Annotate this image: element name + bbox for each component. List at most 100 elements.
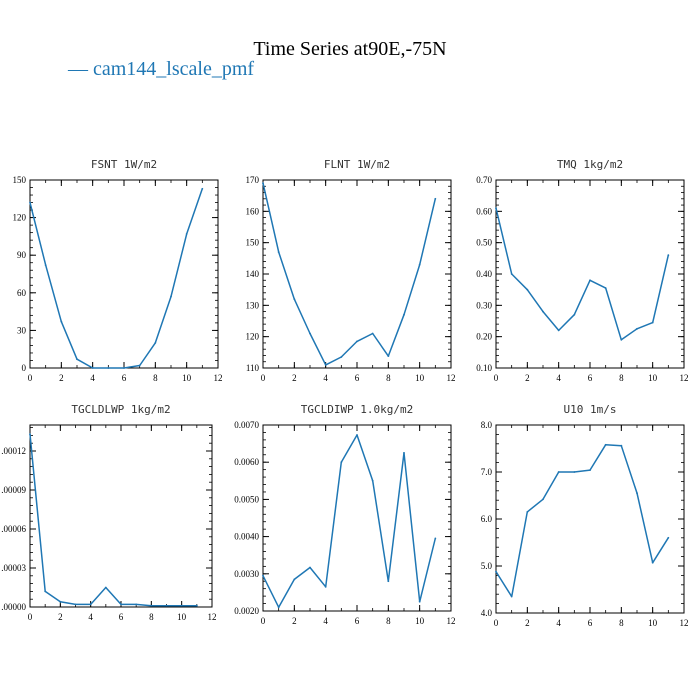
- data-point: [74, 603, 77, 606]
- data-point: [293, 578, 296, 581]
- y-tick-label: 7.0: [481, 467, 493, 477]
- x-tick-label: 2: [58, 612, 63, 622]
- x-tick-label: 2: [59, 373, 64, 383]
- data-point: [667, 254, 670, 257]
- data-point: [557, 471, 560, 473]
- chart-panel: TGCLDIWP 1.0kg/m2 0 2 4 6 8 10 12 0.0020 0.0030 0.…: [234, 403, 455, 626]
- x-tick-label: 4: [323, 616, 328, 626]
- data-point: [201, 187, 204, 190]
- y-tick-label: 0.0020: [234, 606, 259, 616]
- chart-panel: TMQ 1kg/m2 0 2 4 6 8 10 12 0.10 0.20 0.30 0.40 0.50 0…: [476, 158, 688, 383]
- x-tick-label: 6: [122, 373, 127, 383]
- x-tick-label: 4: [556, 373, 561, 383]
- y-tick-label: 0.60: [476, 206, 492, 216]
- data-point: [434, 537, 437, 540]
- y-tick-label: 170: [246, 175, 260, 185]
- y-tick-label: 130: [246, 300, 260, 310]
- y-tick-label: 140: [246, 269, 260, 279]
- chart-panel: FLNT 1W/m2 0 2 4 6 8 10 12 110 120 130 140 150 160 170: [246, 158, 456, 383]
- y-tick-label: 0.20: [476, 332, 492, 342]
- x-tick-label: 4: [88, 612, 93, 622]
- x-tick-label: 6: [355, 616, 360, 626]
- data-point: [495, 207, 497, 210]
- data-point: [667, 536, 670, 539]
- x-tick-label: 2: [292, 373, 297, 383]
- data-point: [277, 606, 280, 609]
- data-point: [636, 492, 638, 495]
- data-point: [573, 313, 576, 316]
- series-line: [495, 443, 669, 598]
- series-line: [29, 188, 204, 369]
- axes-frame: [29, 179, 219, 369]
- panel-title: TMQ 1kg/m2: [557, 158, 623, 171]
- data-point: [418, 263, 421, 266]
- x-tick-label: 0: [494, 618, 499, 628]
- y-tick-label: 160: [246, 206, 260, 216]
- data-point: [371, 479, 374, 482]
- series-line: [495, 208, 670, 341]
- x-tick-label: 4: [556, 618, 561, 628]
- x-tick-label: 4: [90, 373, 95, 383]
- x-tick-label: 4: [323, 373, 328, 383]
- data-point: [604, 443, 607, 446]
- data-point: [371, 332, 374, 335]
- data-point: [356, 434, 358, 436]
- y-tick-label: 0.30: [476, 300, 492, 310]
- data-point: [107, 367, 110, 369]
- data-point: [120, 603, 122, 606]
- data-point: [356, 340, 358, 343]
- data-point: [636, 327, 638, 330]
- data-point: [76, 358, 78, 361]
- data-point: [620, 444, 623, 447]
- y-tick-label: 60: [17, 288, 27, 298]
- data-point: [324, 585, 327, 588]
- y-tick-label: .00012: [1, 446, 26, 456]
- x-tick-label: 2: [292, 616, 297, 626]
- data-point: [651, 561, 654, 564]
- y-tick-label: 5.0: [481, 561, 493, 571]
- data-point: [651, 321, 654, 324]
- data-point: [59, 600, 62, 603]
- x-tick-label: 12: [208, 612, 217, 622]
- data-point: [123, 367, 125, 369]
- y-tick-label: 4.0: [481, 608, 493, 618]
- y-tick-label: 0: [22, 363, 27, 373]
- data-point: [309, 566, 311, 569]
- figure-title: Time Series at90E,-75N: [253, 38, 446, 60]
- x-tick-label: 6: [588, 618, 593, 628]
- y-tick-label: 0.0070: [234, 420, 259, 430]
- x-tick-label: 6: [355, 373, 360, 383]
- x-tick-label: 8: [153, 373, 158, 383]
- data-point: [403, 452, 405, 454]
- data-point: [138, 364, 141, 367]
- x-tick-label: 0: [28, 373, 33, 383]
- data-point: [195, 604, 198, 607]
- x-tick-label: 10: [177, 612, 187, 622]
- x-tick-label: 10: [415, 616, 425, 626]
- y-tick-label: .00006: [1, 524, 26, 534]
- data-point: [165, 604, 168, 607]
- data-point: [150, 604, 153, 607]
- data-point: [526, 288, 529, 291]
- y-tick-label: 6.0: [481, 514, 493, 524]
- x-tick-label: 12: [214, 373, 223, 383]
- y-tick-label: 0.0040: [234, 532, 259, 542]
- data-point: [542, 310, 544, 313]
- y-tick-label: 0.0050: [234, 494, 259, 504]
- axes-frame: [495, 424, 685, 614]
- y-tick-label: 0.70: [476, 175, 492, 185]
- x-tick-label: 6: [119, 612, 124, 622]
- x-tick-label: 12: [680, 373, 689, 383]
- x-tick-label: 0: [261, 616, 266, 626]
- y-tick-label: 150: [13, 175, 27, 185]
- data-point: [557, 329, 560, 332]
- panel-title: FSNT 1W/m2: [91, 158, 157, 171]
- axes-frame: [495, 179, 685, 369]
- x-tick-label: 10: [648, 373, 658, 383]
- x-tick-label: 0: [494, 373, 499, 383]
- series-line: [262, 182, 437, 366]
- x-tick-label: 12: [680, 618, 689, 628]
- y-tick-label: 0.0060: [234, 457, 259, 467]
